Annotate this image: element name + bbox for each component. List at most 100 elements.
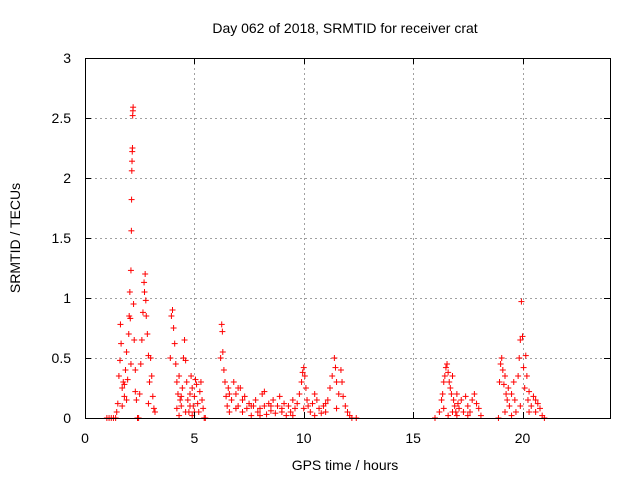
data-point [129, 158, 136, 165]
data-point [197, 379, 204, 385]
data-point [167, 355, 174, 361]
data-point [276, 393, 283, 400]
data-point [132, 367, 139, 373]
data-point [444, 361, 451, 367]
x-axis-title: GPS time / hours [292, 457, 399, 473]
data-point [471, 391, 478, 397]
data-point [145, 400, 152, 407]
data-point [191, 393, 198, 400]
data-point [537, 405, 543, 412]
data-point [179, 385, 186, 391]
data-point [128, 227, 135, 234]
data-point [178, 403, 185, 409]
data-point [340, 393, 347, 400]
data-point [477, 412, 484, 419]
data-point [294, 400, 301, 407]
data-point [219, 328, 226, 335]
data-point [168, 313, 175, 319]
data-point [283, 412, 290, 419]
data-point [505, 385, 512, 391]
data-point [243, 405, 250, 412]
data-point [301, 373, 308, 379]
data-point [130, 104, 137, 111]
data-point [305, 403, 312, 409]
data-point [169, 307, 176, 313]
data-point [499, 367, 506, 373]
data-point [331, 355, 338, 361]
data-point [219, 349, 226, 355]
data-point [456, 405, 463, 412]
data-point [143, 313, 150, 319]
data-point [442, 364, 449, 371]
axis-ticks: 0 0.5 1 1.5 2 2.5 3 0 5 10 15 20 [52, 50, 610, 446]
data-point [137, 361, 144, 367]
data-point [150, 405, 157, 412]
data-point [130, 301, 137, 307]
data-point [508, 412, 515, 419]
data-point [141, 289, 148, 295]
y-tick-label: 1.5 [52, 230, 72, 246]
data-point [281, 400, 288, 407]
data-point [200, 405, 207, 412]
data-point [339, 379, 346, 385]
data-point [438, 397, 445, 403]
data-point [464, 403, 471, 409]
data-point [142, 297, 149, 304]
data-point [508, 391, 515, 397]
data-point [127, 267, 134, 274]
data-point [446, 379, 453, 385]
data-point [304, 397, 311, 403]
chart-title: Day 062 of 2018, SRMTID for receiver cra… [212, 20, 477, 36]
data-point [451, 403, 458, 409]
data-point [517, 403, 524, 409]
data-point [523, 373, 530, 379]
y-tick-label: 2 [63, 170, 71, 186]
data-point [278, 409, 285, 415]
data-point [518, 298, 525, 305]
data-point [193, 381, 200, 388]
y-tick-label: 0 [63, 410, 71, 426]
data-point [511, 397, 518, 403]
data-point [311, 391, 318, 397]
data-point [131, 337, 138, 343]
data-point [176, 412, 183, 419]
data-point [223, 393, 230, 400]
data-point [324, 397, 331, 403]
data-point [263, 411, 270, 418]
data-point [226, 409, 233, 415]
data-point [440, 405, 447, 412]
data-point [532, 397, 539, 403]
data-point [449, 409, 456, 415]
data-point [226, 391, 233, 397]
data-point [524, 397, 531, 403]
data-point [178, 393, 185, 400]
x-tick-label: 10 [296, 430, 312, 446]
data-point [257, 412, 263, 419]
data-point [322, 400, 329, 407]
data-point [475, 405, 482, 412]
data-point [504, 397, 511, 403]
data-point [136, 391, 143, 397]
data-point [445, 412, 452, 419]
data-point [502, 373, 508, 379]
data-point [337, 367, 344, 373]
data-point [506, 403, 513, 409]
data-point [313, 397, 320, 403]
data-point [172, 361, 179, 367]
data-point [436, 409, 443, 415]
data-point [534, 400, 541, 407]
data-point [177, 397, 184, 403]
x-tick-label: 0 [81, 430, 89, 446]
data-point [124, 376, 131, 383]
data-point [449, 373, 456, 379]
data-point [267, 403, 274, 409]
data-point [254, 409, 261, 415]
data-point [296, 391, 303, 397]
data-point [144, 331, 151, 337]
data-point [332, 364, 339, 371]
y-tick-label: 0.5 [52, 350, 72, 366]
data-point [261, 403, 268, 409]
data-point [298, 379, 305, 385]
data-point [453, 412, 460, 419]
